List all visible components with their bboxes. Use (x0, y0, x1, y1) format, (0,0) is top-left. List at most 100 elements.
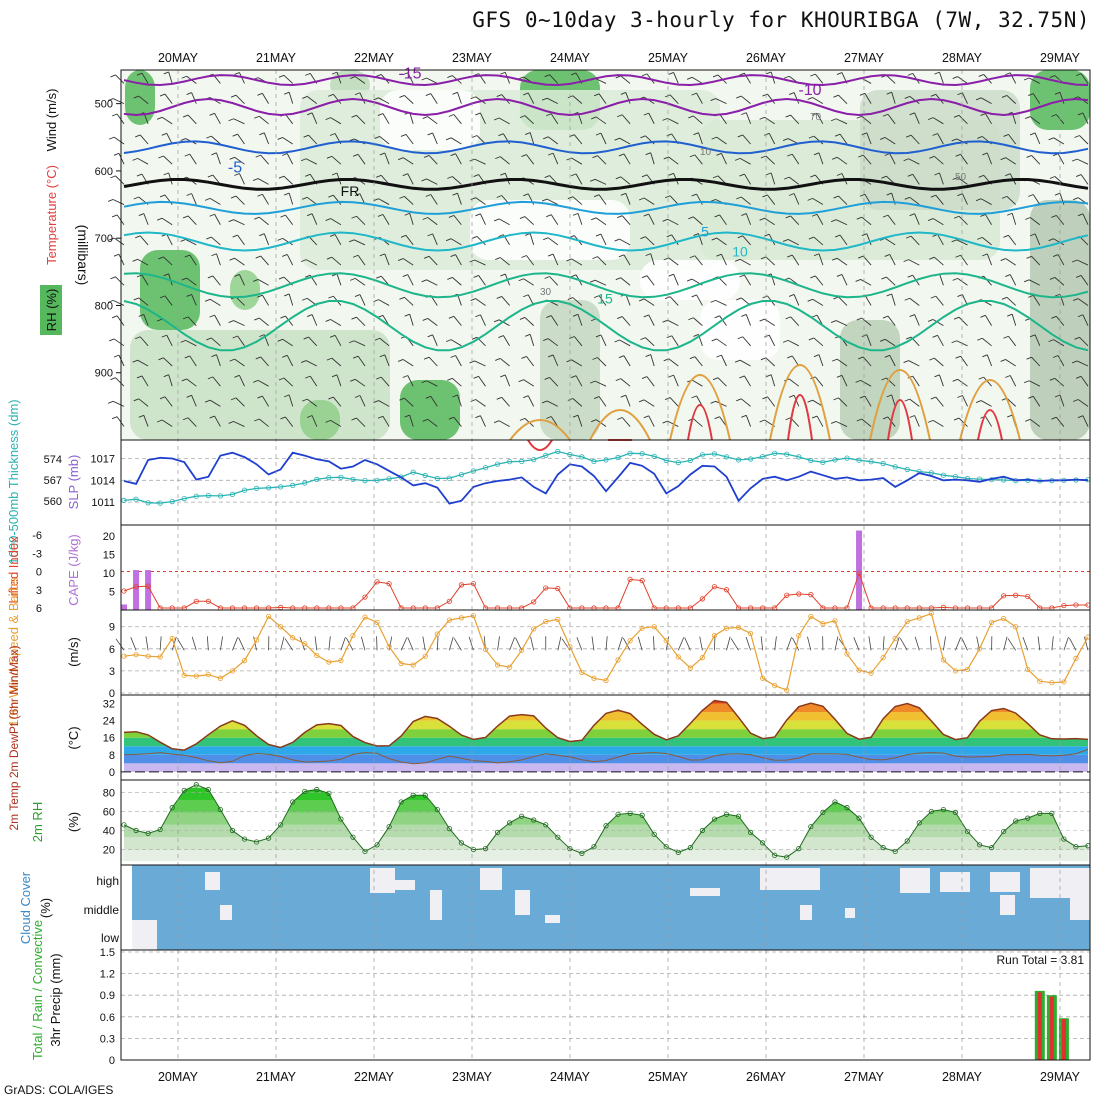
wind-barb (468, 636, 474, 651)
wind-barb-flag (955, 153, 961, 157)
wind-barb (409, 314, 414, 326)
thickness-line-point (121, 497, 127, 503)
wind-barb (1037, 636, 1041, 651)
wind-barb (816, 415, 824, 427)
wind-barb-flag (734, 359, 741, 363)
wind-barb (186, 378, 197, 387)
wind-barb (648, 213, 655, 225)
thickness-line-point (675, 459, 681, 466)
wind-barb-flag (399, 195, 405, 199)
side-label-temperature: Temperature (°C) (44, 165, 59, 265)
wind-barb-flag (110, 175, 116, 179)
lifted-index-line-point (446, 598, 452, 604)
wind-barb-flag (618, 153, 625, 157)
wind-speed-line-point (651, 624, 657, 630)
wind-barb (597, 155, 607, 165)
wind-barb-flag (734, 258, 741, 262)
temperature-tick-label: 24 (103, 716, 115, 728)
wind-barb-flag (932, 334, 938, 338)
wind-barb-flag (785, 215, 791, 219)
wind-barb (793, 193, 800, 205)
wind-barb (138, 95, 149, 104)
wind-barb (693, 317, 703, 326)
wind-barb (648, 415, 655, 427)
wind-barb (861, 418, 872, 427)
wind-barb-flag (496, 94, 502, 97)
wind-barb (719, 214, 727, 225)
wind-barb-flag (595, 132, 602, 136)
wind-speed-line-point (603, 677, 609, 684)
wind-barb (402, 359, 414, 367)
wind-barb-flag (688, 115, 694, 119)
wind-barb (263, 132, 270, 145)
cape-tick-label: 10 (103, 568, 115, 580)
wind-barb (643, 298, 655, 306)
wind-barb-flag (689, 154, 696, 158)
wind-barb (814, 73, 824, 84)
wind-speed-line-point (579, 669, 585, 675)
wind-barb-flag (470, 197, 476, 201)
wind-barb-flag (305, 375, 311, 379)
wind-barb-flag (741, 213, 747, 216)
thickness-line-point (446, 475, 452, 481)
thickness-line-point (856, 457, 862, 463)
wind-barb (715, 299, 727, 306)
wind-barb-flag (668, 374, 674, 378)
thickness-line-point (651, 453, 657, 459)
wind-barb (497, 636, 500, 651)
temperature-band (124, 712, 1088, 721)
wind-barb-flag (1048, 238, 1054, 242)
wind-barb (187, 316, 197, 326)
thickness-line-point (506, 459, 513, 465)
wind-barb (498, 420, 510, 427)
wind-barb-flag (399, 296, 405, 300)
wind-barb-flag (788, 193, 795, 196)
day-label-bottom: 25MAY (648, 1070, 689, 1084)
rh-tick-label: 60 (103, 806, 115, 818)
wind-barb-flag (1049, 176, 1056, 179)
wind-barb (113, 237, 125, 246)
wind-barb (914, 636, 920, 651)
wind-barb (480, 213, 486, 225)
wind-barb-flag (278, 377, 285, 381)
rh-line-point (687, 845, 693, 851)
wind-speed-line-point (531, 626, 537, 632)
wind-barb (549, 74, 559, 84)
wind-barb-flag (934, 71, 940, 75)
wind-barb (721, 254, 727, 266)
wind-barb (1032, 93, 1041, 104)
day-label-top: 25MAY (648, 51, 689, 65)
wind-barb (740, 196, 751, 205)
wind-barb-flag (496, 396, 502, 400)
wind-barb (547, 338, 559, 347)
wind-barb (691, 76, 703, 84)
temperature-label: 10 (732, 244, 748, 260)
wind-barb-flag (591, 419, 597, 423)
wind-barb (187, 114, 197, 125)
wind-barb (691, 379, 703, 387)
wind-barb-flag (785, 114, 791, 118)
wind-barb (288, 92, 294, 104)
wind-barb (331, 256, 342, 266)
wind-barb (594, 178, 607, 185)
wind-barb-flag (161, 132, 167, 136)
lifted-index-line-point (639, 578, 645, 584)
slp-line (123, 451, 1089, 505)
wind-barb-flag (929, 357, 935, 361)
li-axis-label: Lifted Index (6, 536, 21, 604)
wind-barb-flag (904, 196, 910, 200)
wind-barb-flag (425, 395, 431, 399)
wind-barb-flag (109, 136, 115, 140)
wind-barb-flag (951, 340, 957, 344)
wind-barb (836, 156, 848, 165)
wind-barb-flag (978, 73, 984, 77)
wind-barb (336, 71, 342, 84)
wind-barb (790, 114, 800, 125)
wind-barb-flag (306, 213, 313, 217)
wind-barb (864, 294, 872, 306)
wind-barb (164, 396, 173, 407)
wind-barb (237, 234, 245, 246)
wind-barb (668, 156, 679, 165)
wind-barb-flag (952, 277, 958, 281)
wind-barb-flag (810, 73, 816, 77)
